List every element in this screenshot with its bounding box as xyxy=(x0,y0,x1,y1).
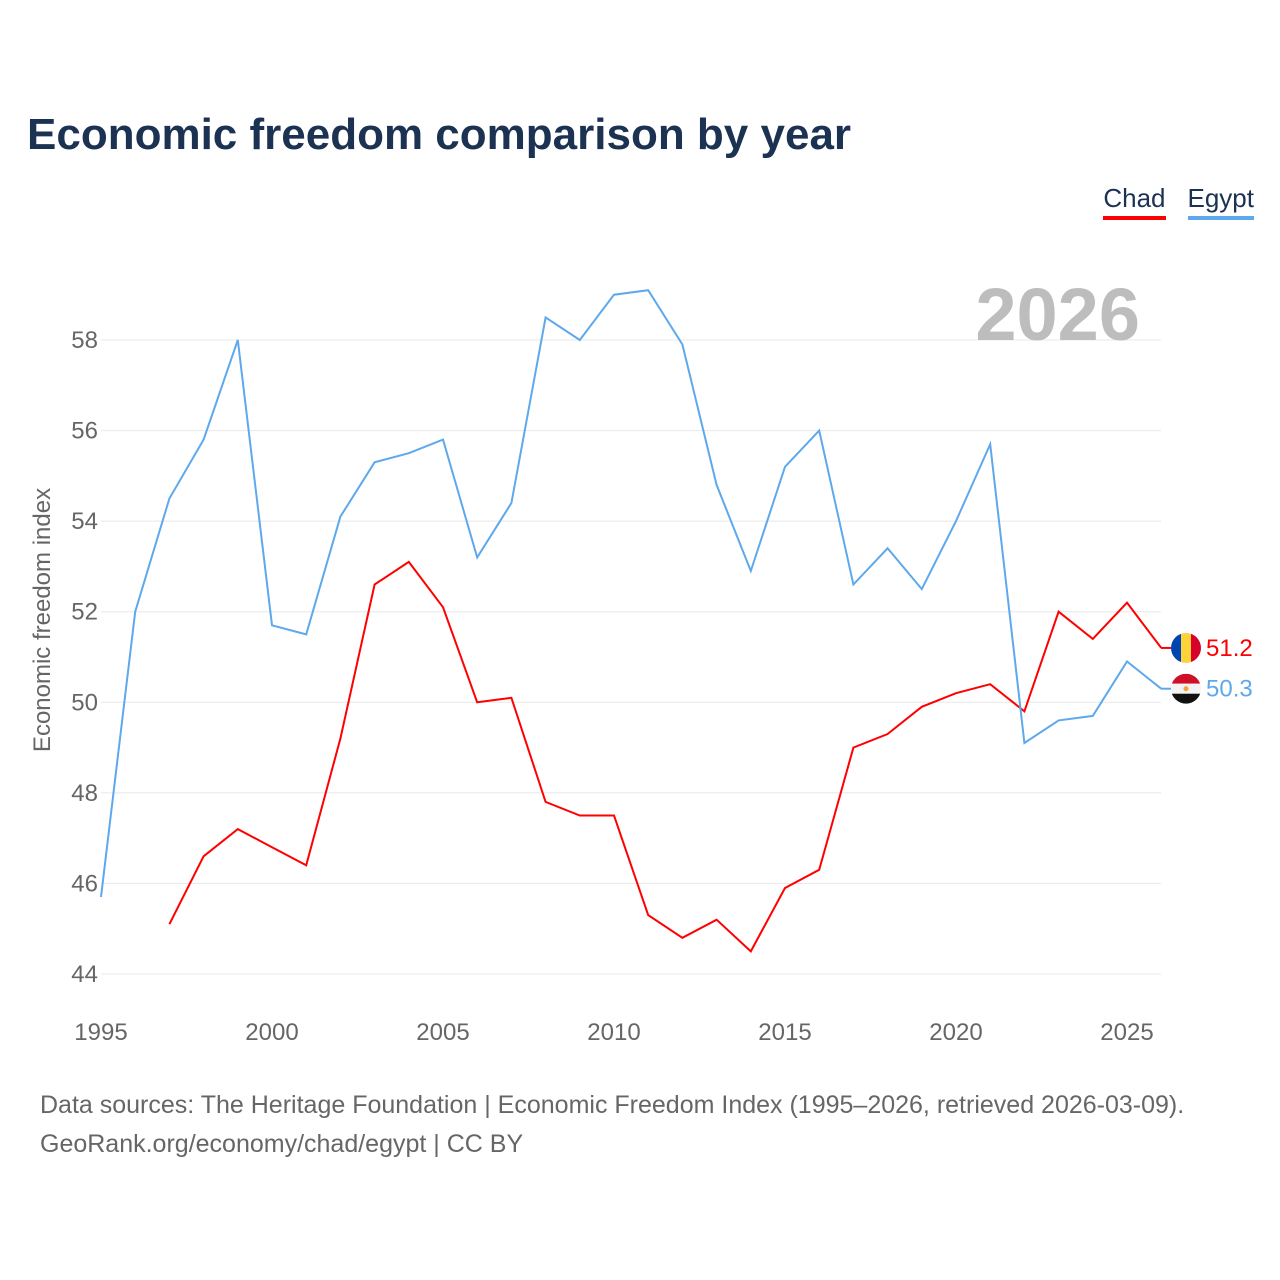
data-point-chad[interactable] xyxy=(782,885,788,891)
y-axis-label: Economic freedom index xyxy=(29,488,56,752)
data-point-egypt[interactable] xyxy=(406,450,412,456)
data-point-egypt[interactable] xyxy=(98,894,104,900)
data-point-egypt[interactable] xyxy=(850,582,856,588)
flag-icon-chad xyxy=(1171,632,1201,663)
data-point-chad[interactable] xyxy=(474,699,480,705)
data-point-egypt[interactable] xyxy=(919,586,925,592)
data-point-chad[interactable] xyxy=(201,853,207,859)
data-point-chad[interactable] xyxy=(611,813,617,819)
data-point-egypt[interactable] xyxy=(1124,659,1130,665)
y-tick-label: 58 xyxy=(71,327,98,354)
legend-item-chad[interactable]: Chad xyxy=(1103,183,1166,220)
source-note: Data sources: The Heritage Foundation | … xyxy=(40,1086,1184,1164)
data-point-chad[interactable] xyxy=(679,935,685,941)
data-point-chad[interactable] xyxy=(269,844,275,850)
data-point-egypt[interactable] xyxy=(782,464,788,470)
data-point-egypt[interactable] xyxy=(714,482,720,488)
data-point-egypt[interactable] xyxy=(748,568,754,574)
data-point-egypt[interactable] xyxy=(337,514,343,520)
source-line-1: Data sources: The Heritage Foundation | … xyxy=(40,1091,1185,1119)
data-point-chad[interactable] xyxy=(645,912,651,918)
data-point-egypt[interactable] xyxy=(474,554,480,560)
data-point-egypt[interactable] xyxy=(269,622,275,628)
x-tick-label: 2005 xyxy=(416,1019,469,1046)
data-point-egypt[interactable] xyxy=(440,437,446,443)
x-tick-label: 2000 xyxy=(245,1019,298,1046)
data-point-chad[interactable] xyxy=(987,681,993,687)
data-point-egypt[interactable] xyxy=(577,337,583,343)
data-point-egypt[interactable] xyxy=(132,609,138,615)
data-point-egypt[interactable] xyxy=(1021,740,1027,746)
legend-item-egypt[interactable]: Egypt xyxy=(1187,183,1254,220)
data-point-egypt[interactable] xyxy=(953,518,959,524)
data-point-egypt[interactable] xyxy=(816,428,822,434)
data-point-chad[interactable] xyxy=(1090,636,1096,642)
series-line-chad[interactable] xyxy=(168,560,1162,954)
series-line-egypt[interactable] xyxy=(100,289,1162,898)
data-point-chad[interactable] xyxy=(1056,609,1062,615)
data-point-egypt[interactable] xyxy=(303,631,309,637)
data-point-chad[interactable] xyxy=(372,582,378,588)
legend: Chad Egypt xyxy=(1103,183,1254,220)
end-value-label-egypt: 50.3 xyxy=(1206,676,1253,703)
data-point-chad[interactable] xyxy=(850,745,856,751)
x-tick-label: 2020 xyxy=(929,1019,982,1046)
data-point-chad[interactable] xyxy=(714,917,720,923)
data-point-egypt[interactable] xyxy=(372,459,378,465)
data-point-egypt[interactable] xyxy=(166,496,172,502)
data-point-chad[interactable] xyxy=(1021,708,1027,714)
x-tick-label: 2010 xyxy=(587,1019,640,1046)
data-point-chad[interactable] xyxy=(235,826,241,832)
data-point-egypt[interactable] xyxy=(235,337,241,343)
data-point-egypt[interactable] xyxy=(508,500,514,506)
data-point-chad[interactable] xyxy=(543,799,549,805)
data-point-chad[interactable] xyxy=(303,862,309,868)
data-point-egypt[interactable] xyxy=(201,437,207,443)
flag-icon-egypt xyxy=(1171,673,1201,704)
data-point-chad[interactable] xyxy=(953,690,959,696)
y-tick-label: 52 xyxy=(71,599,98,626)
y-tick-label: 44 xyxy=(71,961,98,988)
data-point-egypt[interactable] xyxy=(1090,713,1096,719)
chart-title: Economic freedom comparison by year xyxy=(27,110,852,159)
data-point-egypt[interactable] xyxy=(543,314,549,320)
y-tick-label: 48 xyxy=(71,780,98,807)
x-tick-label: 1995 xyxy=(74,1019,127,1046)
y-tick-label: 54 xyxy=(71,508,98,535)
data-point-egypt[interactable] xyxy=(679,342,685,348)
y-tick-label: 56 xyxy=(71,418,98,445)
data-point-chad[interactable] xyxy=(508,695,514,701)
data-point-egypt[interactable] xyxy=(645,287,651,293)
data-point-chad[interactable] xyxy=(166,921,172,927)
data-point-chad[interactable] xyxy=(406,559,412,565)
data-point-chad[interactable] xyxy=(337,736,343,742)
current-year-label: 2026 xyxy=(975,273,1140,356)
data-point-chad[interactable] xyxy=(885,731,891,737)
data-point-chad[interactable] xyxy=(919,704,925,710)
data-point-egypt[interactable] xyxy=(611,292,617,298)
data-point-chad[interactable] xyxy=(816,867,822,873)
source-line-2[interactable]: GeoRank.org/economy/chad/egypt | CC BY xyxy=(40,1130,524,1158)
data-point-chad[interactable] xyxy=(577,813,583,819)
data-point-egypt[interactable] xyxy=(885,545,891,551)
data-point-chad[interactable] xyxy=(748,948,754,954)
data-point-egypt[interactable] xyxy=(987,441,993,447)
y-tick-label: 46 xyxy=(71,870,98,897)
y-tick-label: 50 xyxy=(71,689,98,716)
end-value-label-chad: 51.2 xyxy=(1206,635,1253,662)
data-point-egypt[interactable] xyxy=(1056,717,1062,723)
data-point-chad[interactable] xyxy=(440,604,446,610)
data-point-chad[interactable] xyxy=(1124,600,1130,606)
x-tick-label: 2025 xyxy=(1100,1019,1153,1046)
x-tick-label: 2015 xyxy=(758,1019,811,1046)
